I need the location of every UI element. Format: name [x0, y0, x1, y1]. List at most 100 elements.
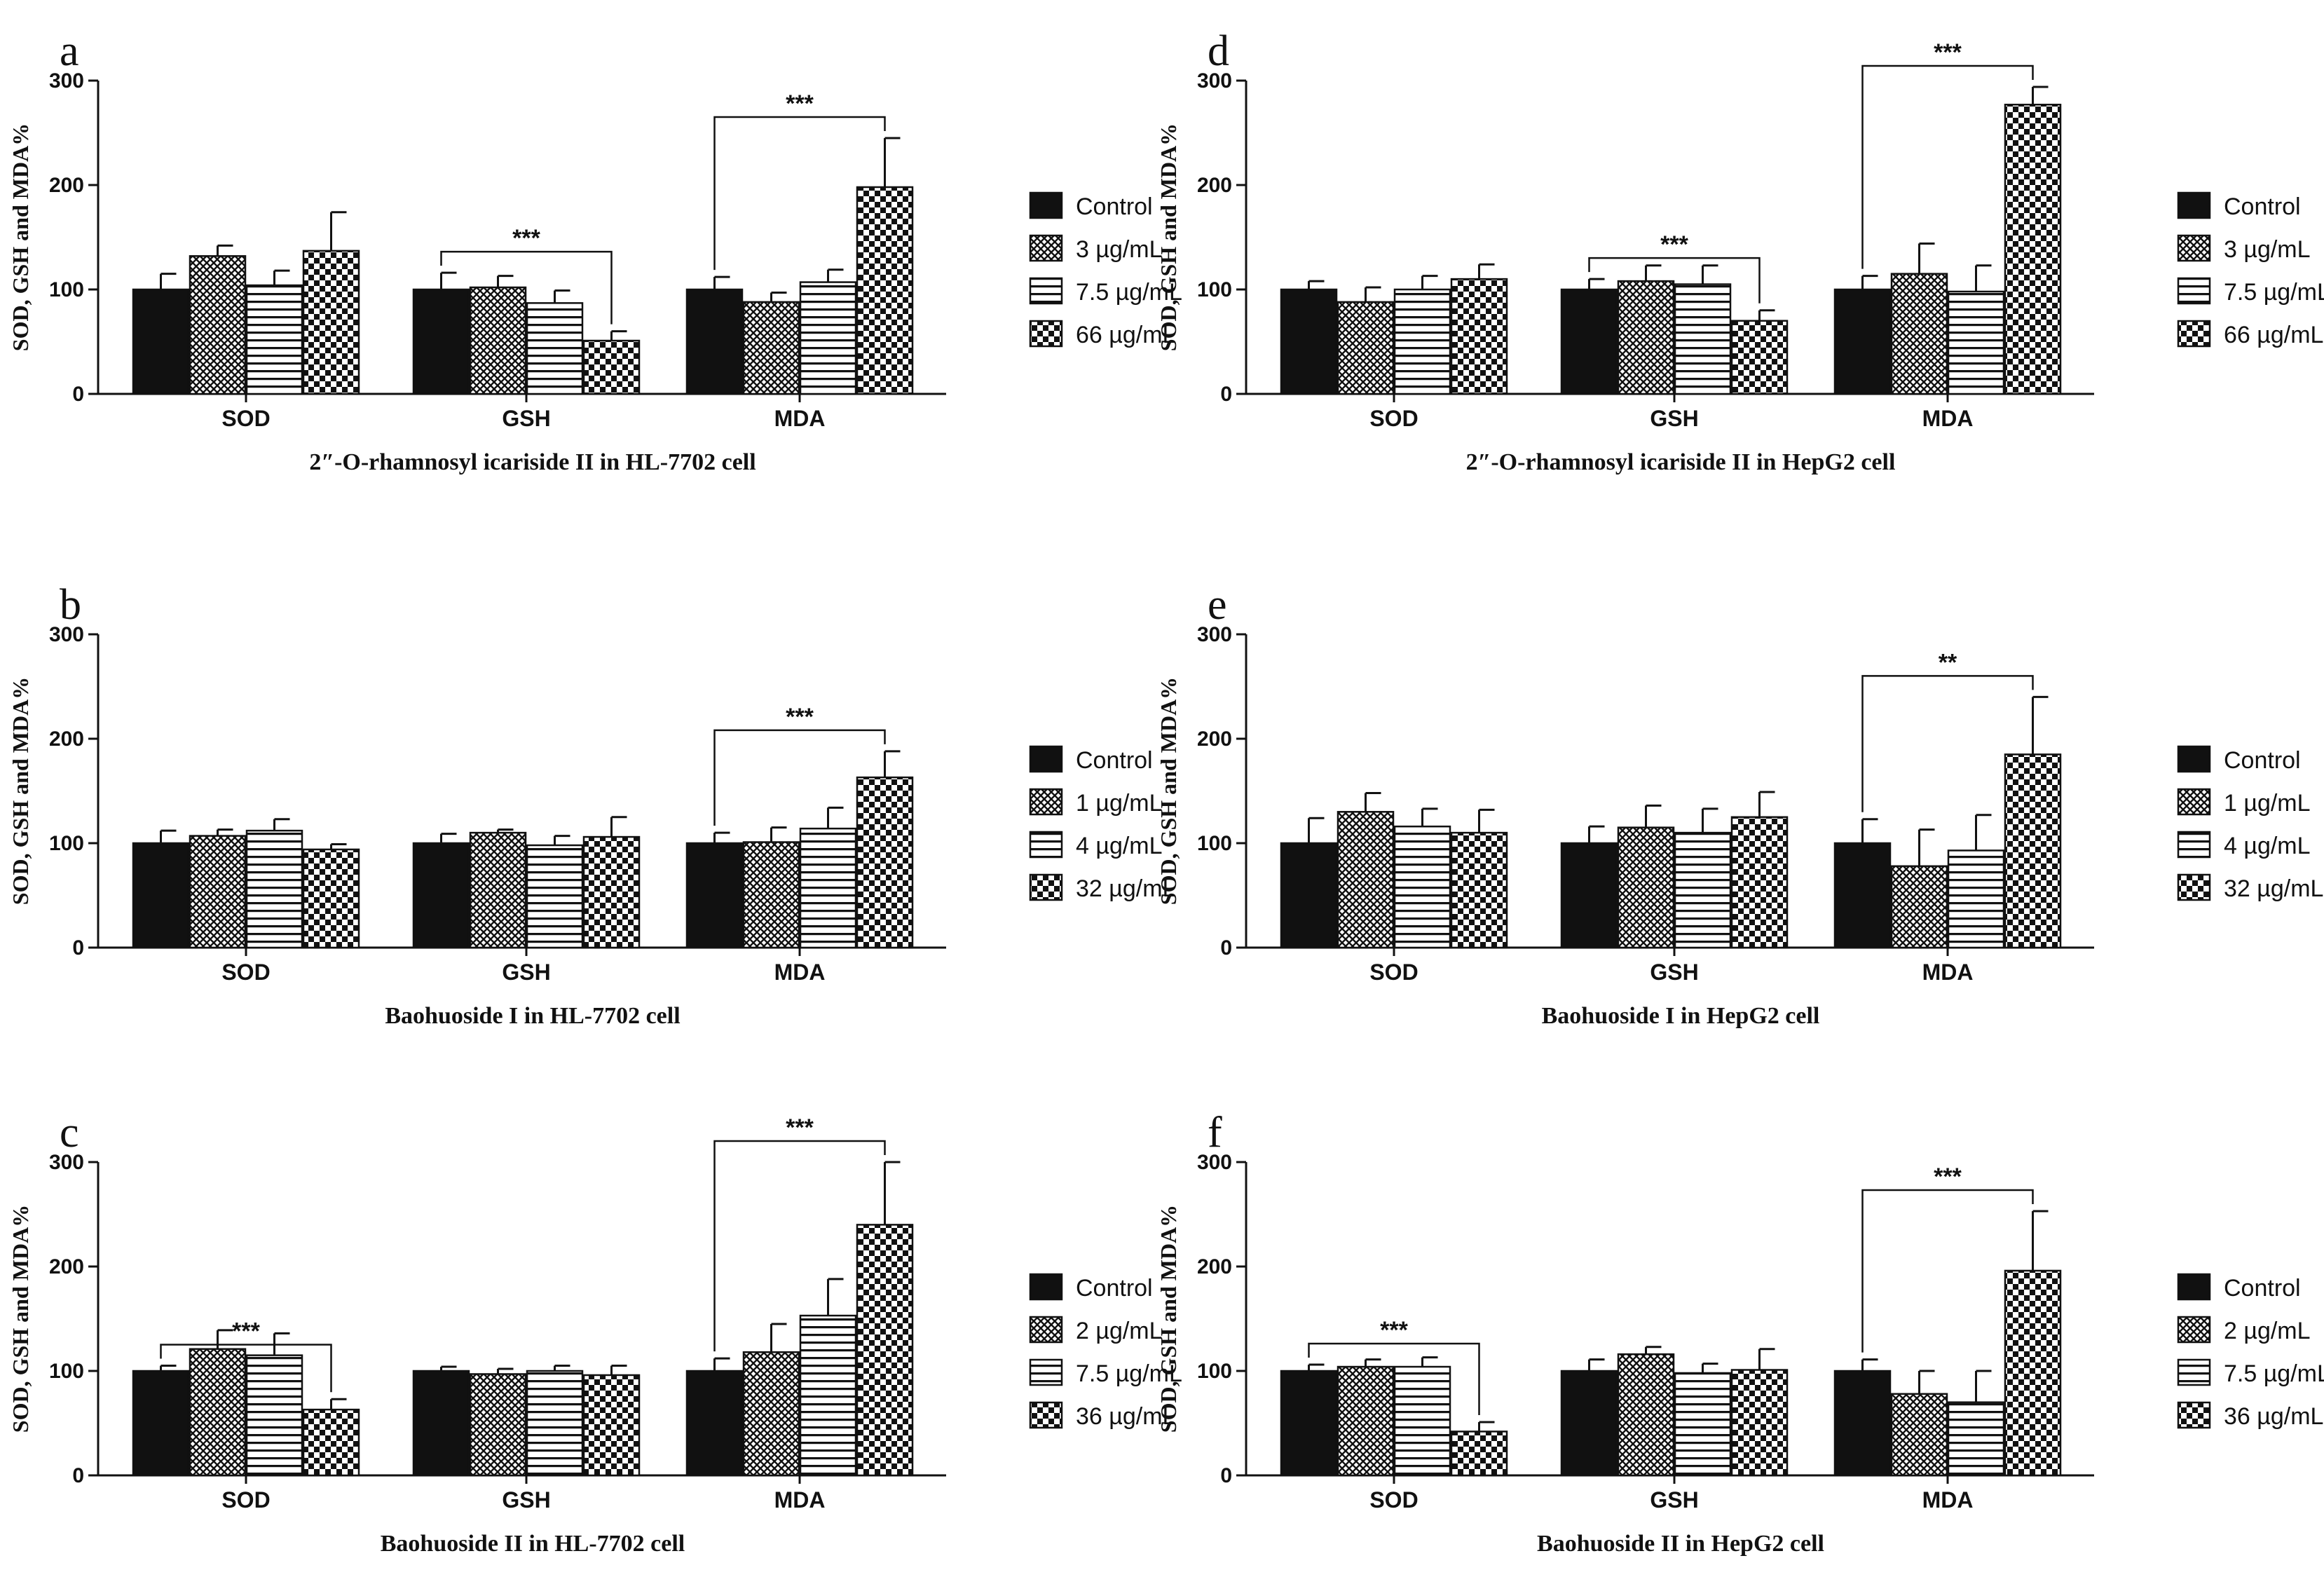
category-label: SOD [221, 1487, 270, 1513]
y-tick-label: 100 [1197, 1360, 1232, 1383]
bar-mda-series-0 [685, 1370, 744, 1477]
bar-sod-series-1 [189, 1348, 247, 1477]
legend-label: 2 µg/mL [1076, 1318, 1163, 1344]
panel-caption: 2″-O-rhamnosyl icariside II in HepG2 cel… [1466, 449, 1896, 475]
category-label: GSH [502, 960, 550, 985]
bar-sod-series-2 [245, 284, 303, 395]
significance-bracket: *** [1861, 39, 2034, 269]
significance-line [1861, 1189, 2034, 1353]
legend-swatch [1029, 1316, 1063, 1344]
panel-letter: d [1208, 27, 1229, 75]
panel-caption: Baohuoside I in HL-7702 cell [385, 1003, 680, 1029]
panel-d: d SOD, GSH and MDA% 0 100 200 300 SOD GSH MDA ***… [1156, 27, 2324, 475]
bar-gsh-series-3 [1730, 816, 1789, 949]
y-tick-label: 200 [1197, 174, 1232, 197]
y-tick-label: 200 [49, 1255, 84, 1278]
legend-label: 36 µg/mL [2224, 1403, 2323, 1430]
bar-mda-series-3 [2004, 753, 2062, 949]
bar-sod-series-0 [1280, 288, 1338, 395]
legend-swatch [1029, 1358, 1063, 1386]
legend-swatch [1029, 873, 1063, 901]
significance-line [713, 116, 886, 271]
y-tick-label: 100 [49, 278, 84, 301]
legend-label: Control [2224, 193, 2301, 220]
panel-f: f SOD, GSH and MDA% 0 100 200 300 SOD GSH MDA ***… [1156, 1109, 2324, 1557]
bar-gsh-series-2 [1674, 283, 1732, 395]
significance-label: ** [1939, 649, 1957, 676]
y-axis-label: SOD, GSH and MDA% [8, 677, 33, 905]
bar-mda-series-0 [1833, 842, 1892, 949]
significance-label: *** [786, 1114, 814, 1141]
bar-gsh-series-0 [1560, 842, 1618, 949]
panel-caption: 2″-O-rhamnosyl icariside II in HL-7702 c… [309, 449, 756, 475]
bar-gsh-series-1 [1617, 826, 1675, 949]
significance-label: *** [232, 1318, 260, 1345]
bar-sod-series-3 [1450, 278, 1508, 395]
category-label: GSH [1650, 960, 1698, 985]
significance-bracket: *** [1861, 1163, 2034, 1353]
bar-sod-series-0 [132, 1370, 190, 1477]
y-tick-label: 100 [49, 1360, 84, 1383]
significance-line [713, 1140, 886, 1352]
bar-sod-series-1 [1337, 1365, 1395, 1477]
bar-sod-series-0 [1280, 1370, 1338, 1477]
y-tick-label: 0 [1220, 383, 1232, 406]
bar-sod-series-1 [1337, 811, 1395, 949]
legend-swatch [2177, 320, 2211, 348]
legend-swatch [2177, 1401, 2211, 1429]
bar-gsh-series-3 [1730, 320, 1789, 395]
bar-gsh-series-2 [1674, 831, 1732, 949]
legend-label: Control [2224, 1275, 2301, 1302]
legend: Control 1 µg/mL 4 µg/mL 32 µg/mL [2177, 745, 2323, 902]
bar-sod-series-2 [1393, 288, 1451, 395]
legend-label: 2 µg/mL [2224, 1318, 2311, 1344]
legend: Control 2 µg/mL 7.5 µg/mL 36 µg/mL [2177, 1273, 2324, 1430]
significance-bracket: ** [1861, 649, 2034, 812]
significance-bracket: *** [440, 225, 613, 325]
legend-label: 7.5 µg/mL [1076, 1360, 1182, 1387]
category-label: SOD [221, 960, 270, 985]
bar-gsh-series-2 [526, 844, 584, 949]
panel-letter: e [1208, 581, 1227, 629]
y-tick-label: 300 [49, 623, 84, 646]
legend-swatch [2177, 1273, 2211, 1301]
legend-label: 66 µg/mL [1076, 322, 1175, 348]
legend-label: 3 µg/mL [1076, 236, 1163, 263]
bar-sod-series-1 [1337, 301, 1395, 395]
legend-swatch [2177, 234, 2211, 262]
legend-label: Control [1076, 193, 1153, 220]
legend-label: Control [1076, 1275, 1153, 1302]
category-label: MDA [774, 960, 826, 985]
legend-label: 4 µg/mL [2224, 833, 2311, 859]
bar-gsh-series-0 [1560, 288, 1618, 395]
y-tick-label: 100 [1197, 278, 1232, 301]
legend-swatch [1029, 191, 1063, 219]
bar-mda-series-2 [799, 827, 857, 949]
category-label: SOD [1369, 1487, 1418, 1513]
legend-swatch [1029, 831, 1063, 859]
category-label: GSH [502, 1487, 550, 1513]
legend-swatch [2177, 788, 2211, 816]
bar-mda-series-3 [2004, 104, 2062, 395]
category-label: GSH [1650, 1487, 1698, 1513]
bar-gsh-series-0 [412, 842, 470, 949]
bar-sod-series-2 [245, 829, 303, 949]
bar-gsh-series-0 [1560, 1370, 1618, 1477]
legend: Control 3 µg/mL 7.5 µg/mL 66 µg/mL [1029, 191, 1182, 348]
bar-mda-series-3 [856, 1224, 914, 1477]
significance-label: *** [786, 704, 814, 730]
legend-label: 7.5 µg/mL [2224, 1360, 2324, 1387]
bar-sod-series-1 [189, 835, 247, 949]
bar-sod-series-3 [302, 1408, 360, 1477]
legend-label: Control [2224, 747, 2301, 774]
bar-gsh-series-3 [1730, 1369, 1789, 1477]
legend-swatch [1029, 745, 1063, 773]
bar-sod-series-3 [302, 848, 360, 949]
legend-swatch [2177, 191, 2211, 219]
bar-mda-series-1 [742, 841, 800, 949]
legend-label: 36 µg/mL [1076, 1403, 1175, 1430]
bar-mda-series-1 [1890, 1393, 1948, 1477]
significance-label: *** [1934, 1163, 1962, 1190]
legend-swatch [2177, 745, 2211, 773]
